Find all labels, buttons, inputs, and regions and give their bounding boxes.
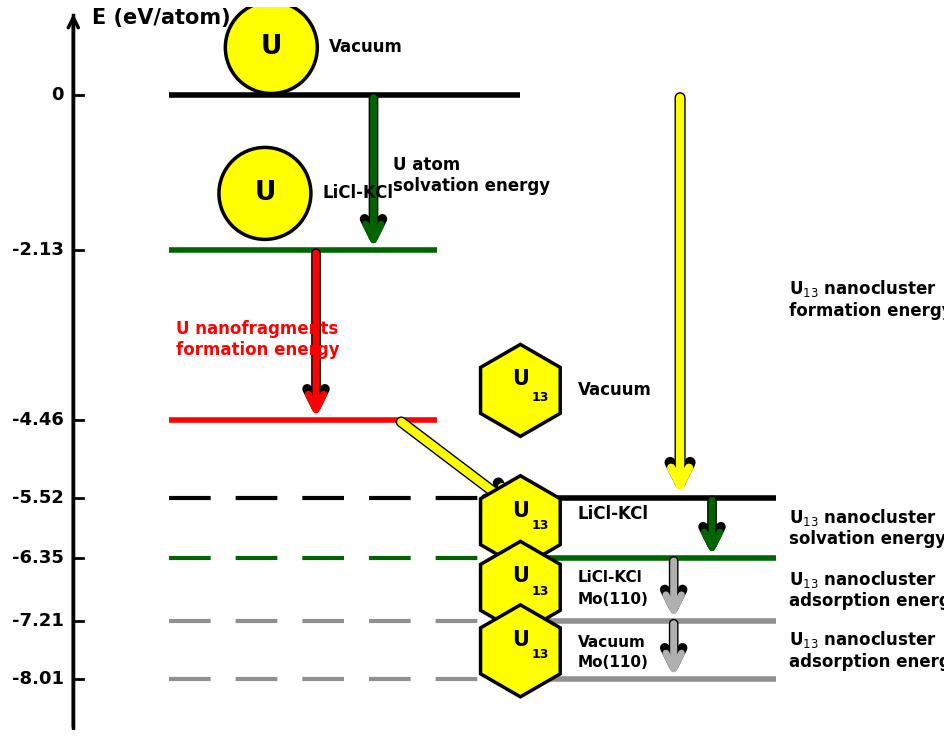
Text: U: U [512, 567, 529, 587]
Text: U: U [512, 630, 529, 650]
Text: Vacuum: Vacuum [578, 381, 651, 399]
Text: Vacuum: Vacuum [329, 38, 402, 57]
Text: 13: 13 [531, 584, 548, 598]
Text: U$_{13}$ nanocluster
formation energy: U$_{13}$ nanocluster formation energy [788, 279, 944, 320]
Text: U: U [512, 500, 529, 521]
Polygon shape [480, 542, 560, 633]
Text: Mo(110): Mo(110) [578, 655, 649, 670]
Text: Vacuum: Vacuum [578, 635, 645, 649]
Ellipse shape [219, 147, 311, 240]
Text: 0: 0 [51, 86, 63, 104]
Ellipse shape [225, 1, 317, 94]
Text: E (eV/atom): E (eV/atom) [93, 8, 231, 28]
Text: Mo(110): Mo(110) [578, 593, 649, 607]
Text: LiCl-KCl: LiCl-KCl [578, 506, 649, 523]
Text: U$_{13}$ nanocluster
adsorption energy: U$_{13}$ nanocluster adsorption energy [788, 629, 944, 671]
Text: -4.46: -4.46 [12, 411, 63, 429]
Polygon shape [480, 475, 560, 567]
Polygon shape [480, 344, 560, 436]
Text: 13: 13 [531, 648, 548, 661]
Text: -7.21: -7.21 [12, 612, 63, 630]
Text: 13: 13 [531, 391, 548, 404]
Text: U: U [512, 369, 529, 389]
Text: 13: 13 [531, 519, 548, 532]
Text: LiCl-KCl: LiCl-KCl [322, 184, 393, 203]
Text: U: U [261, 35, 281, 60]
Text: -8.01: -8.01 [11, 670, 63, 688]
Text: -5.52: -5.52 [12, 489, 63, 506]
Text: LiCl-KCl: LiCl-KCl [578, 570, 642, 585]
Polygon shape [480, 605, 560, 696]
Text: U nanofragments
formation energy: U nanofragments formation energy [176, 320, 339, 359]
Text: U atom
solvation energy: U atom solvation energy [393, 156, 549, 195]
Text: U$_{13}$ nanocluster
adsorption energy: U$_{13}$ nanocluster adsorption energy [788, 569, 944, 610]
Text: -2.13: -2.13 [12, 241, 63, 259]
Text: -6.35: -6.35 [12, 549, 63, 567]
Text: U$_{13}$ nanocluster
solvation energy: U$_{13}$ nanocluster solvation energy [788, 506, 944, 548]
Text: U: U [254, 181, 276, 206]
